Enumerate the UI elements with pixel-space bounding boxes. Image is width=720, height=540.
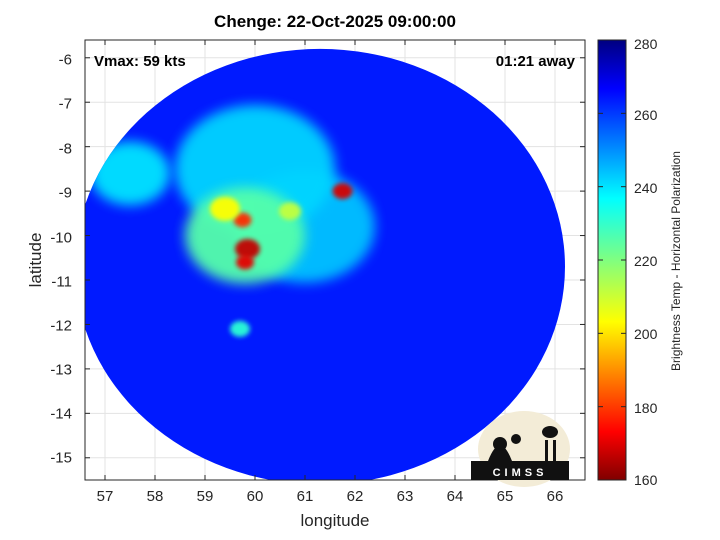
y-tick-label: -8	[58, 140, 72, 158]
x-tick-label: 61	[296, 488, 314, 505]
x-tick-label: 58	[146, 488, 164, 505]
colorbar-tick-marks	[598, 39, 626, 481]
feature-hot-tower-1	[235, 238, 260, 259]
x-tick-label: 65	[496, 488, 514, 505]
feature-hot-tower-3	[233, 212, 252, 228]
x-tick-label: 62	[346, 488, 364, 505]
feature-northwest-swath-edge	[90, 141, 170, 206]
colorbar-tick-label: 280	[634, 36, 658, 52]
y-tick-label: -14	[50, 405, 72, 423]
x-axis-label: longitude	[300, 511, 370, 530]
y-tick-label: -9	[58, 184, 72, 202]
colorbar-tick-label: 220	[634, 253, 658, 269]
colorbar-tick-label: 260	[634, 107, 658, 123]
feature-hot-tower-5	[332, 183, 353, 200]
y-axis-label: latitude	[26, 232, 45, 288]
colorbar-tick-label: 240	[634, 180, 658, 196]
feature-hot-tower-2	[236, 255, 254, 270]
y-tick-label: -6	[58, 51, 72, 69]
colorbar-tick-label: 160	[634, 472, 658, 488]
swath-features	[90, 104, 375, 337]
colorbar-label: Brightness Temp - Horizontal Polarizatio…	[669, 151, 683, 371]
feature-hot-tower-4	[210, 196, 240, 221]
x-tick-label: 59	[196, 488, 214, 505]
y-tick-label: -12	[50, 317, 72, 335]
cimss-logo: CIMSS	[471, 411, 570, 487]
swath-layer	[85, 48, 565, 480]
chart-title: Chenge: 22-Oct-2025 09:00:00	[214, 12, 456, 31]
x-tick-label: 63	[396, 488, 414, 505]
y-tick-label: -13	[50, 361, 72, 379]
y-tick-label: -15	[50, 449, 72, 467]
x-tick-label: 57	[96, 488, 114, 505]
time-away-label: 01:21 away	[495, 53, 575, 70]
feature-southern-cell	[230, 320, 250, 337]
y-tick-label: -7	[58, 95, 72, 113]
x-tick-label: 60	[246, 488, 264, 505]
colorbar-tick-label: 200	[634, 326, 658, 342]
vmax-label: Vmax: 59 kts	[94, 53, 186, 70]
y-tick-label: -11	[51, 273, 72, 291]
colorbar-tick-label: 180	[634, 400, 658, 416]
x-tick-label: 64	[446, 488, 464, 505]
feature-eyewall-fragment	[279, 202, 301, 220]
plot-frame	[84, 39, 586, 481]
y-tick-marks	[85, 57, 585, 459]
logo-text: CIMSS	[493, 467, 548, 479]
y-tick-label: -10	[50, 229, 72, 247]
x-tick-label: 66	[546, 488, 564, 505]
